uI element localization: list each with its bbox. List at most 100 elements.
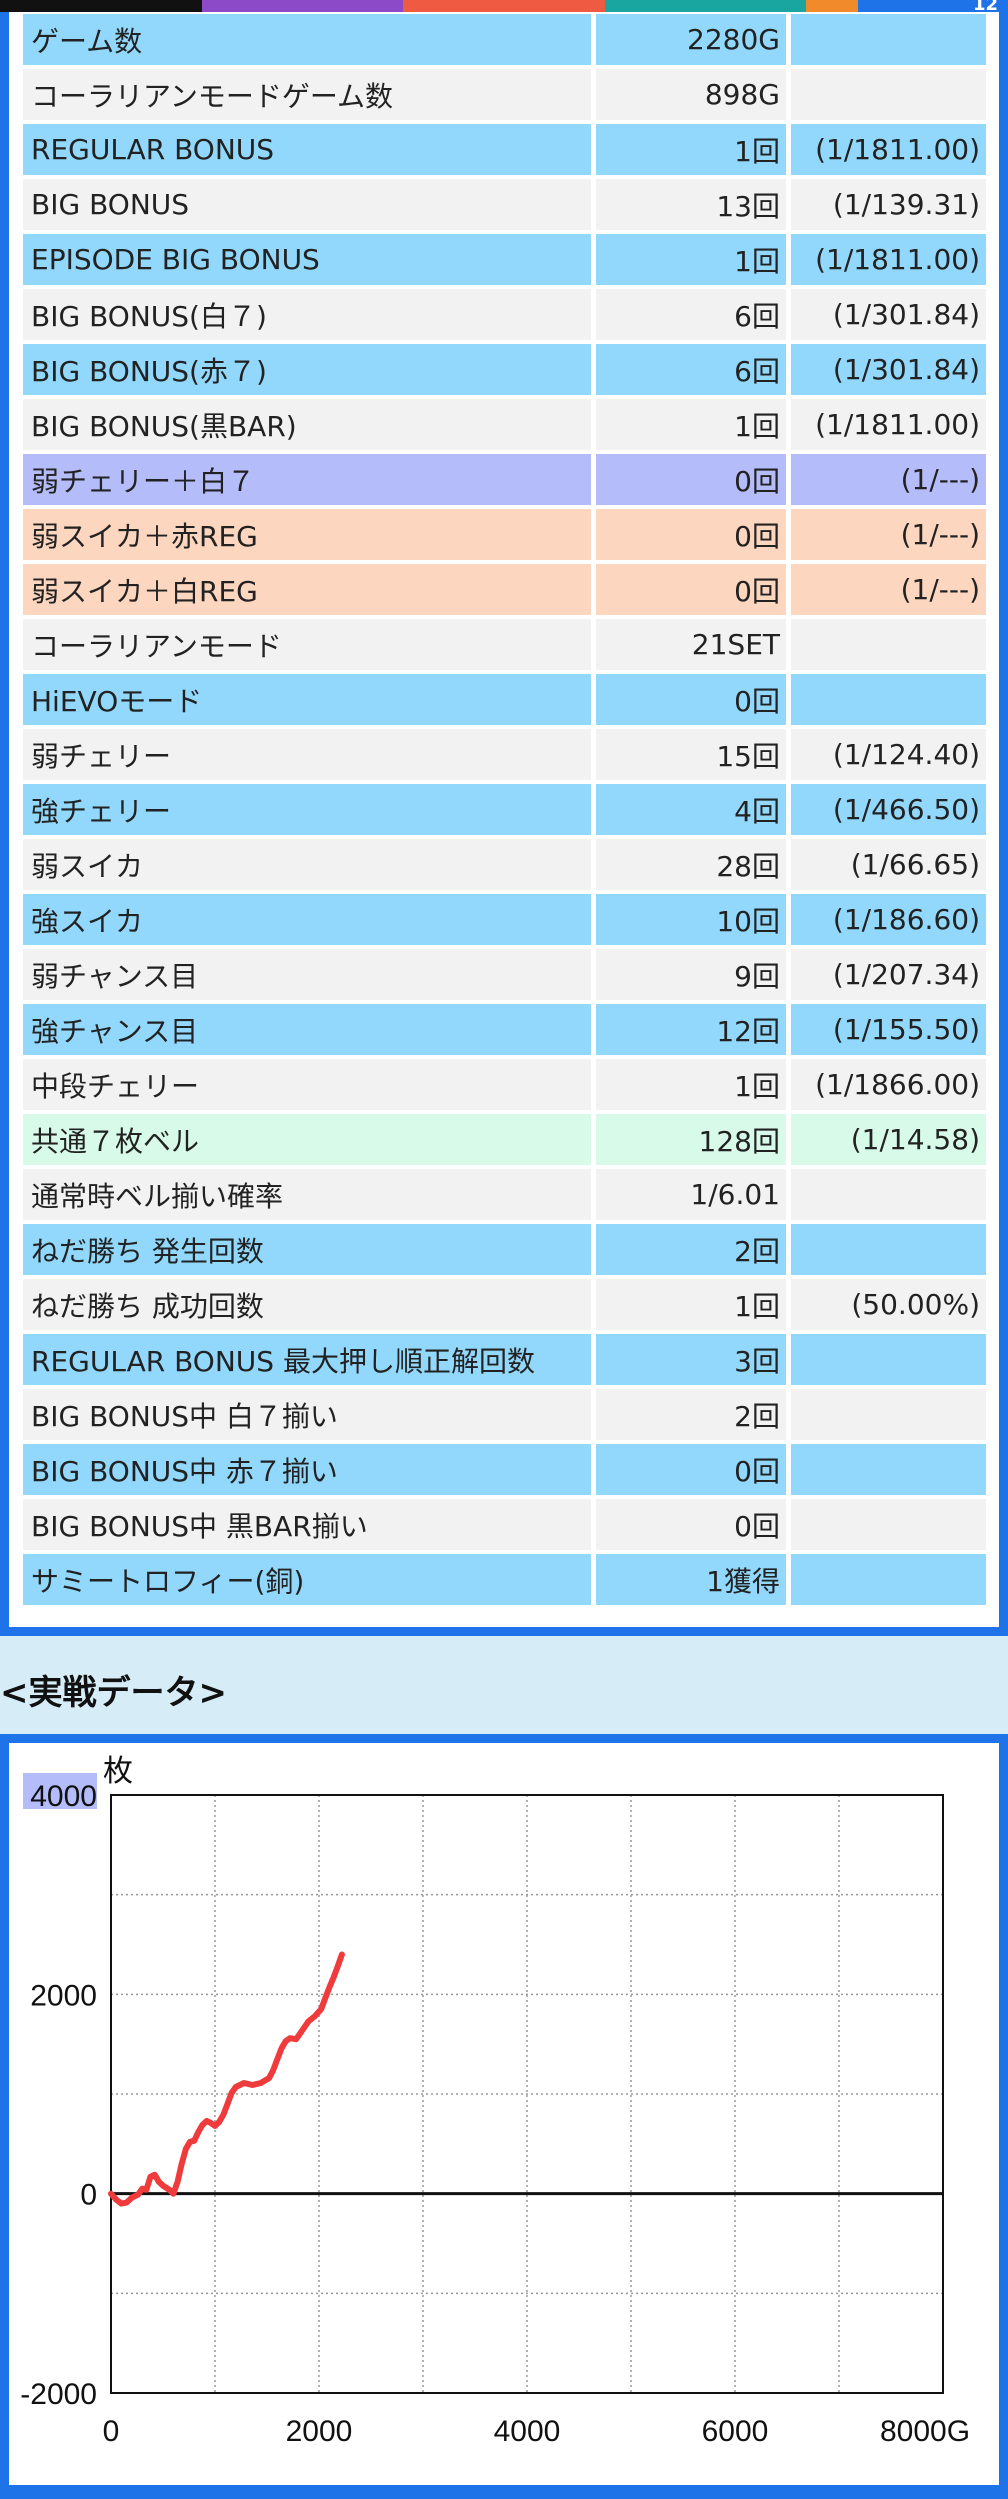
stat-name: EPISODE BIG BONUS	[23, 234, 596, 285]
stats-row: 弱スイカ 28回 (1/66.65)	[23, 839, 986, 890]
stat-count: 2回	[596, 1389, 791, 1440]
stat-probability	[791, 1554, 986, 1605]
stats-row: 弱スイカ＋白REG 0回 (1/---)	[23, 564, 986, 615]
y-tick-label: 4000	[30, 1780, 97, 1813]
stat-probability: (1/1811.00)	[791, 124, 986, 175]
stat-probability: (1/186.60)	[791, 894, 986, 945]
stat-count: 3回	[596, 1334, 791, 1385]
top-bar-segment-purple	[201, 0, 404, 12]
stat-probability: (1/301.84)	[791, 344, 986, 395]
stats-row: BIG BONUS(赤７) 6回 (1/301.84)	[23, 344, 986, 395]
stat-name: BIG BONUS中 赤７揃い	[23, 1444, 596, 1495]
x-tick-label: 0	[103, 2415, 120, 2448]
stat-name: BIG BONUS(黒BAR)	[23, 399, 596, 450]
stat-name: ねだ勝ち 発生回数	[23, 1224, 596, 1275]
top-bar-segment-black	[0, 0, 202, 12]
stat-probability	[791, 14, 986, 65]
stat-name: BIG BONUS(白７)	[23, 289, 596, 340]
stat-probability: (1/1866.00)	[791, 1059, 986, 1110]
stat-count: 0回	[596, 1444, 791, 1495]
stat-name: BIG BONUS(赤７)	[23, 344, 596, 395]
stats-row: BIG BONUS 13回 (1/139.31)	[23, 179, 986, 230]
stat-probability	[791, 1169, 986, 1220]
stat-count: 13回	[596, 179, 791, 230]
stat-probability	[791, 674, 986, 725]
stats-row: EPISODE BIG BONUS 1回 (1/1811.00)	[23, 234, 986, 285]
section-title: <実戦データ>	[0, 1673, 227, 1713]
stat-name: BIG BONUS	[23, 179, 596, 230]
y-tick-label: 0	[80, 2179, 97, 2212]
stat-probability: (1/124.40)	[791, 729, 986, 780]
stats-row: REGULAR BONUS 最大押し順正解回数 3回	[23, 1334, 986, 1385]
stat-probability: (1/301.84)	[791, 289, 986, 340]
top-bar-segment-teal	[604, 0, 807, 12]
x-tick-label: 4000	[494, 2415, 561, 2448]
stat-probability	[791, 69, 986, 120]
top-color-bar: 12	[0, 0, 1008, 15]
stats-table: ゲーム数 2280G コーラリアンモードゲーム数 898G REGULAR BONUS 1…	[23, 10, 986, 1609]
stat-name: REGULAR BONUS 最大押し順正解回数	[23, 1334, 596, 1385]
stat-probability: (1/466.50)	[791, 784, 986, 835]
stat-name: 弱スイカ＋赤REG	[23, 509, 596, 560]
top-bar-tab[interactable]: 12	[858, 0, 1008, 15]
stats-row: 強スイカ 10回 (1/186.60)	[23, 894, 986, 945]
stat-count: 21SET	[596, 619, 791, 670]
stat-name: 弱スイカ＋白REG	[23, 564, 596, 615]
stats-row: 弱チェリー＋白７ 0回 (1/---)	[23, 454, 986, 505]
stats-row: BIG BONUS(白７) 6回 (1/301.84)	[23, 289, 986, 340]
stat-name: HiEVOモード	[23, 674, 596, 725]
stat-count: 10回	[596, 894, 791, 945]
stat-count: 1獲得	[596, 1554, 791, 1605]
stat-count: 898G	[596, 69, 791, 120]
top-bar-tab-label: 12	[972, 0, 998, 15]
stats-row: ねだ勝ち 成功回数 1回 (50.00%)	[23, 1279, 986, 1330]
stats-row: BIG BONUS中 赤７揃い 0回	[23, 1444, 986, 1495]
data-series-line	[108, 1951, 345, 2207]
stats-row: 弱チャンス目 9回 (1/207.34)	[23, 949, 986, 1000]
stat-name: 弱スイカ	[23, 839, 596, 890]
stats-row: BIG BONUS中 黒BAR揃い 0回	[23, 1499, 986, 1550]
stats-row: REGULAR BONUS 1回 (1/1811.00)	[23, 124, 986, 175]
stat-probability	[791, 1444, 986, 1495]
stat-count: 2280G	[596, 14, 791, 65]
stat-probability	[791, 1499, 986, 1550]
stats-row: HiEVOモード 0回	[23, 674, 986, 725]
stat-count: 0回	[596, 564, 791, 615]
stat-name: REGULAR BONUS	[23, 124, 596, 175]
stat-count: 0回	[596, 509, 791, 560]
chart-area: -2000 0 2000 4000 枚 0 2000 4000 6000 8000G	[9, 1743, 999, 2485]
stat-count: 6回	[596, 344, 791, 395]
top-bar-segment-red	[403, 0, 605, 12]
x-tick-label: 2000	[286, 2415, 353, 2448]
stats-row: BIG BONUS(黒BAR) 1回 (1/1811.00)	[23, 399, 986, 450]
stat-probability	[791, 1389, 986, 1440]
stat-name: 弱チャンス目	[23, 949, 596, 1000]
stats-row: ねだ勝ち 発生回数 2回	[23, 1224, 986, 1275]
stat-probability: (1/207.34)	[791, 949, 986, 1000]
stat-count: 2回	[596, 1224, 791, 1275]
stat-count: 1回	[596, 234, 791, 285]
stat-name: 弱チェリー＋白７	[23, 454, 596, 505]
stat-count: 1回	[596, 399, 791, 450]
stat-name: サミートロフィー(銅)	[23, 1554, 596, 1605]
stats-row: 強チャンス目 12回 (1/155.50)	[23, 1004, 986, 1055]
stat-count: 128回	[596, 1114, 791, 1165]
stats-row: コーラリアンモード 21SET	[23, 619, 986, 670]
stat-name: 通常時ベル揃い確率	[23, 1169, 596, 1220]
y-tick-label: -2000	[20, 2378, 97, 2411]
stat-probability: (1/---)	[791, 564, 986, 615]
stat-name: 弱チェリー	[23, 729, 596, 780]
stats-panel: ゲーム数 2280G コーラリアンモードゲーム数 898G REGULAR BONUS 1…	[0, 12, 1008, 1636]
chart-panel: -2000 0 2000 4000 枚 0 2000 4000 6000 8000G	[0, 1734, 1008, 2499]
stat-count: 0回	[596, 674, 791, 725]
stat-name: ゲーム数	[23, 14, 596, 65]
stat-count: 1回	[596, 124, 791, 175]
stat-probability	[791, 619, 986, 670]
stats-row: ゲーム数 2280G	[23, 14, 986, 65]
stat-probability: (1/66.65)	[791, 839, 986, 890]
stat-name: ねだ勝ち 成功回数	[23, 1279, 596, 1330]
stat-probability: (1/14.58)	[791, 1114, 986, 1165]
stat-probability: (1/155.50)	[791, 1004, 986, 1055]
stat-probability: (1/1811.00)	[791, 234, 986, 285]
